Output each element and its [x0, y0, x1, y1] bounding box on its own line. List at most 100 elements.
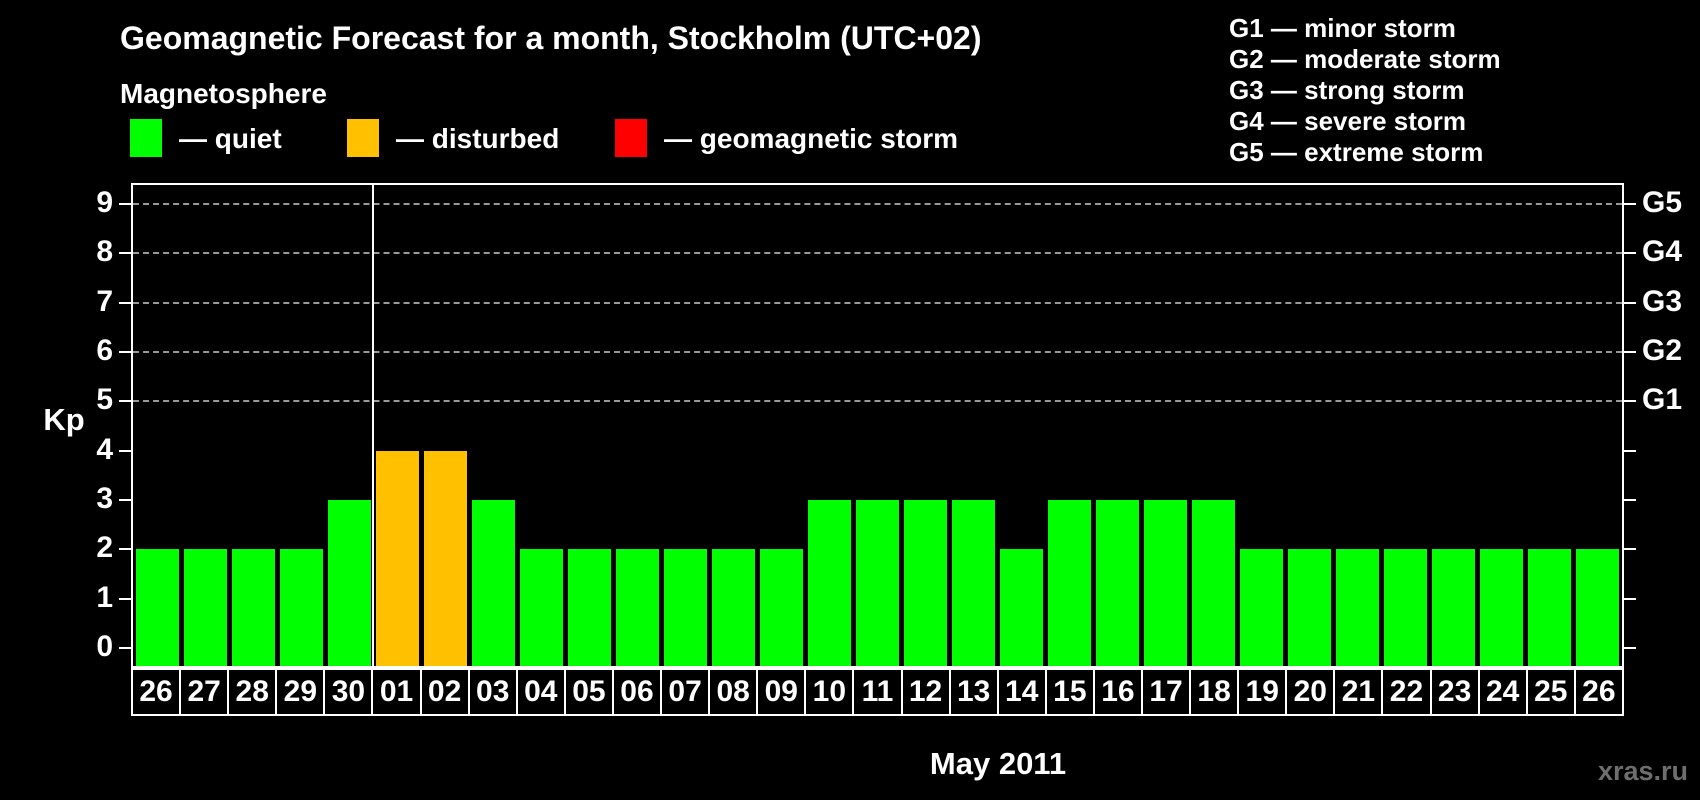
y-tick-right	[1624, 301, 1636, 304]
y-tick-left	[119, 203, 131, 205]
day-label: 20	[1287, 670, 1336, 714]
kp-bar-day-07	[663, 549, 707, 666]
day-label: 25	[1528, 670, 1576, 714]
g-level-label: G4	[1642, 235, 1683, 269]
y-tick-left	[119, 351, 131, 353]
day-label: 13	[951, 670, 999, 714]
day-label: 10	[806, 670, 855, 714]
kp-bar-day-05	[567, 549, 611, 666]
day-label: 26	[133, 670, 182, 714]
kp-bar-day-28	[231, 549, 275, 666]
kp-bar-day-04	[519, 549, 563, 666]
y-tick-right	[1624, 449, 1636, 452]
day-label: 29	[277, 670, 326, 714]
g-legend-item: G5 — extreme storm	[1229, 137, 1484, 167]
kp-bar-day-10	[807, 500, 851, 666]
chart-subtitle: Magnetosphere	[120, 78, 327, 109]
g-level-label: G5	[1642, 186, 1683, 219]
gridline-kp8	[133, 252, 1622, 255]
y-tick-right	[1624, 647, 1636, 649]
legend-label-quiet: — quiet	[179, 123, 282, 154]
day-label: 16	[1095, 670, 1143, 714]
day-label: 07	[662, 670, 711, 714]
kp-bar-day-03	[471, 500, 515, 666]
day-label: 14	[999, 670, 1047, 714]
gridline-kp6	[133, 351, 1622, 353]
kp-bar-day-17	[1144, 500, 1188, 666]
y-tick-label: 5	[96, 383, 113, 417]
x-axis-month-label: May 2011	[929, 746, 1067, 781]
day-label: 12	[903, 670, 951, 714]
y-tick-label: 2	[96, 531, 113, 565]
y-tick-left	[119, 597, 131, 600]
kp-bar-day-14	[1000, 549, 1044, 666]
legend-swatch-storm	[615, 119, 647, 157]
day-label: 04	[518, 670, 566, 714]
kp-bar-day-13	[952, 500, 996, 666]
day-label: 27	[181, 670, 230, 714]
g-level-label: G3	[1642, 284, 1683, 318]
page-title: Geomagnetic Forecast for a month, Stockh…	[120, 20, 982, 56]
day-label: 02	[422, 670, 470, 714]
kp-bar-day-08	[711, 549, 755, 666]
kp-bar-day-29	[279, 549, 323, 666]
watermark: xras.ru	[1597, 756, 1688, 786]
g-legend-item: G1 — minor storm	[1229, 13, 1456, 43]
y-tick-left	[119, 301, 131, 304]
kp-bar-day-20	[1288, 549, 1332, 666]
legend-label-disturbed: — disturbed	[396, 123, 560, 154]
day-label: 01	[373, 670, 422, 714]
kp-bar-day-26	[135, 549, 179, 666]
day-label: 23	[1432, 670, 1480, 714]
kp-bar-day-12	[904, 500, 948, 666]
day-label: 28	[229, 670, 278, 714]
day-label: 18	[1191, 670, 1240, 714]
kp-bar-day-15	[1048, 500, 1092, 666]
g-scale-legend: G1 — minor storm G2 — moderate storm G3 …	[1229, 13, 1501, 168]
y-tick-label: 6	[96, 334, 113, 367]
g-legend-item: G2 — moderate storm	[1229, 44, 1501, 74]
y-tick-right	[1624, 203, 1636, 205]
kp-bar-day-16	[1096, 500, 1140, 666]
day-label: 15	[1047, 670, 1095, 714]
g-level-label: G2	[1642, 334, 1683, 367]
day-label: 09	[758, 670, 807, 714]
kp-bar-day-01	[375, 450, 419, 666]
day-label: 24	[1480, 670, 1528, 714]
kp-bar-day-26	[1576, 549, 1620, 666]
kp-bar-day-23	[1432, 549, 1476, 666]
y-tick-left	[119, 548, 131, 551]
kp-bar-day-30	[327, 500, 371, 666]
y-tick-left	[119, 499, 131, 501]
y-tick-right	[1624, 252, 1636, 255]
kp-bar-day-21	[1336, 549, 1380, 666]
plot-area	[131, 183, 1624, 668]
y-tick-left	[119, 252, 131, 255]
y-tick-label: 4	[96, 432, 113, 466]
y-tick-label: 9	[96, 186, 113, 219]
day-label: 06	[614, 670, 663, 714]
kp-bar-day-18	[1192, 500, 1236, 666]
kp-bar-day-22	[1384, 549, 1428, 666]
y-tick-right	[1624, 597, 1636, 600]
y-tick-label: 7	[96, 284, 113, 318]
g-legend-item: G3 — strong storm	[1229, 75, 1465, 105]
y-tick-left	[119, 400, 131, 403]
legend-swatch-disturbed	[347, 119, 379, 157]
day-label: 30	[325, 670, 374, 714]
y-tick-label: 3	[96, 482, 113, 515]
g-level-label: G1	[1642, 383, 1683, 417]
x-axis-day-row: 26 27 28 29 30 01 02 03 04 05 06 07 08 09 10 11 12 13 14 15…	[131, 668, 1624, 716]
day-label: 11	[854, 670, 903, 714]
g-legend-item: G4 — severe storm	[1229, 106, 1467, 136]
day-label: 05	[566, 670, 614, 714]
legend-swatch-quiet	[130, 119, 162, 157]
kp-bar-day-27	[183, 549, 227, 666]
day-label: 26	[1582, 675, 1616, 708]
month-separator-line	[372, 185, 375, 666]
kp-bar-day-25	[1528, 549, 1572, 666]
y-tick-right	[1624, 351, 1636, 353]
y-tick-left	[119, 647, 131, 649]
y-tick-right	[1624, 548, 1636, 551]
